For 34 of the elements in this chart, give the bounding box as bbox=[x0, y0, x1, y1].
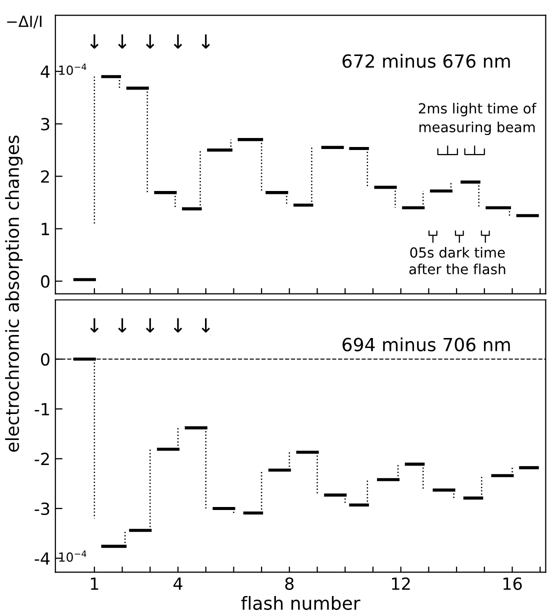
y-tick-label: 3 bbox=[41, 118, 50, 130]
annotation: 10$^{−4}$ bbox=[59, 64, 86, 75]
x-tick-label: 16 bbox=[503, 577, 522, 590]
y-tick-label: 2 bbox=[41, 170, 49, 183]
annotation: 10$^{−4}$ bbox=[59, 550, 86, 562]
annotation: ↓ bbox=[202, 34, 210, 49]
x-tick-label: 1 bbox=[90, 578, 98, 590]
y-axis-title: electrochromic absorption changes bbox=[5, 136, 23, 452]
text: 694 minus 706 nm bbox=[342, 337, 510, 352]
text: −ΔI/I bbox=[7, 16, 42, 28]
annotation: ↓ bbox=[90, 318, 99, 333]
y-tick-label: -1 bbox=[34, 403, 49, 416]
text: 672 minus 676 nm bbox=[342, 54, 510, 68]
annotation: ↓ bbox=[174, 318, 182, 333]
annotation: ↓ bbox=[118, 318, 126, 333]
annotation: ↓ bbox=[90, 34, 99, 49]
annotation: 2ms light time of measuring beam bbox=[418, 102, 537, 136]
annotation: ↓ bbox=[202, 318, 210, 333]
y-tick-label: 4 bbox=[40, 66, 50, 78]
x-axis-title: flash number bbox=[241, 596, 360, 610]
annotation: 05s dark time after the flash bbox=[409, 247, 506, 274]
y-tick-label: 0 bbox=[41, 275, 50, 288]
annotation: ↓ bbox=[146, 318, 154, 333]
y-tick-label: -2 bbox=[34, 452, 49, 466]
annotation: ↓ bbox=[146, 34, 154, 49]
y-tick-label: -3 bbox=[34, 502, 50, 516]
x-tick-label: 8 bbox=[285, 577, 294, 590]
x-tick-label: 4 bbox=[173, 578, 182, 590]
y-tick-label: 0 bbox=[41, 353, 50, 366]
y-tick-label: 1 bbox=[42, 222, 49, 236]
y-tick-label: -4 bbox=[34, 552, 50, 565]
annotation: ↓ bbox=[118, 34, 126, 49]
annotation: ↓ bbox=[174, 34, 182, 49]
x-tick-label: 12 bbox=[392, 577, 410, 590]
